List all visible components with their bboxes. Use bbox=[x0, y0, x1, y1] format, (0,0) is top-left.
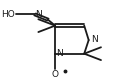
Text: O: O bbox=[51, 70, 58, 79]
Text: N: N bbox=[36, 10, 42, 19]
Text: HO: HO bbox=[1, 10, 15, 19]
Text: N: N bbox=[56, 49, 63, 58]
Text: N: N bbox=[91, 35, 98, 44]
